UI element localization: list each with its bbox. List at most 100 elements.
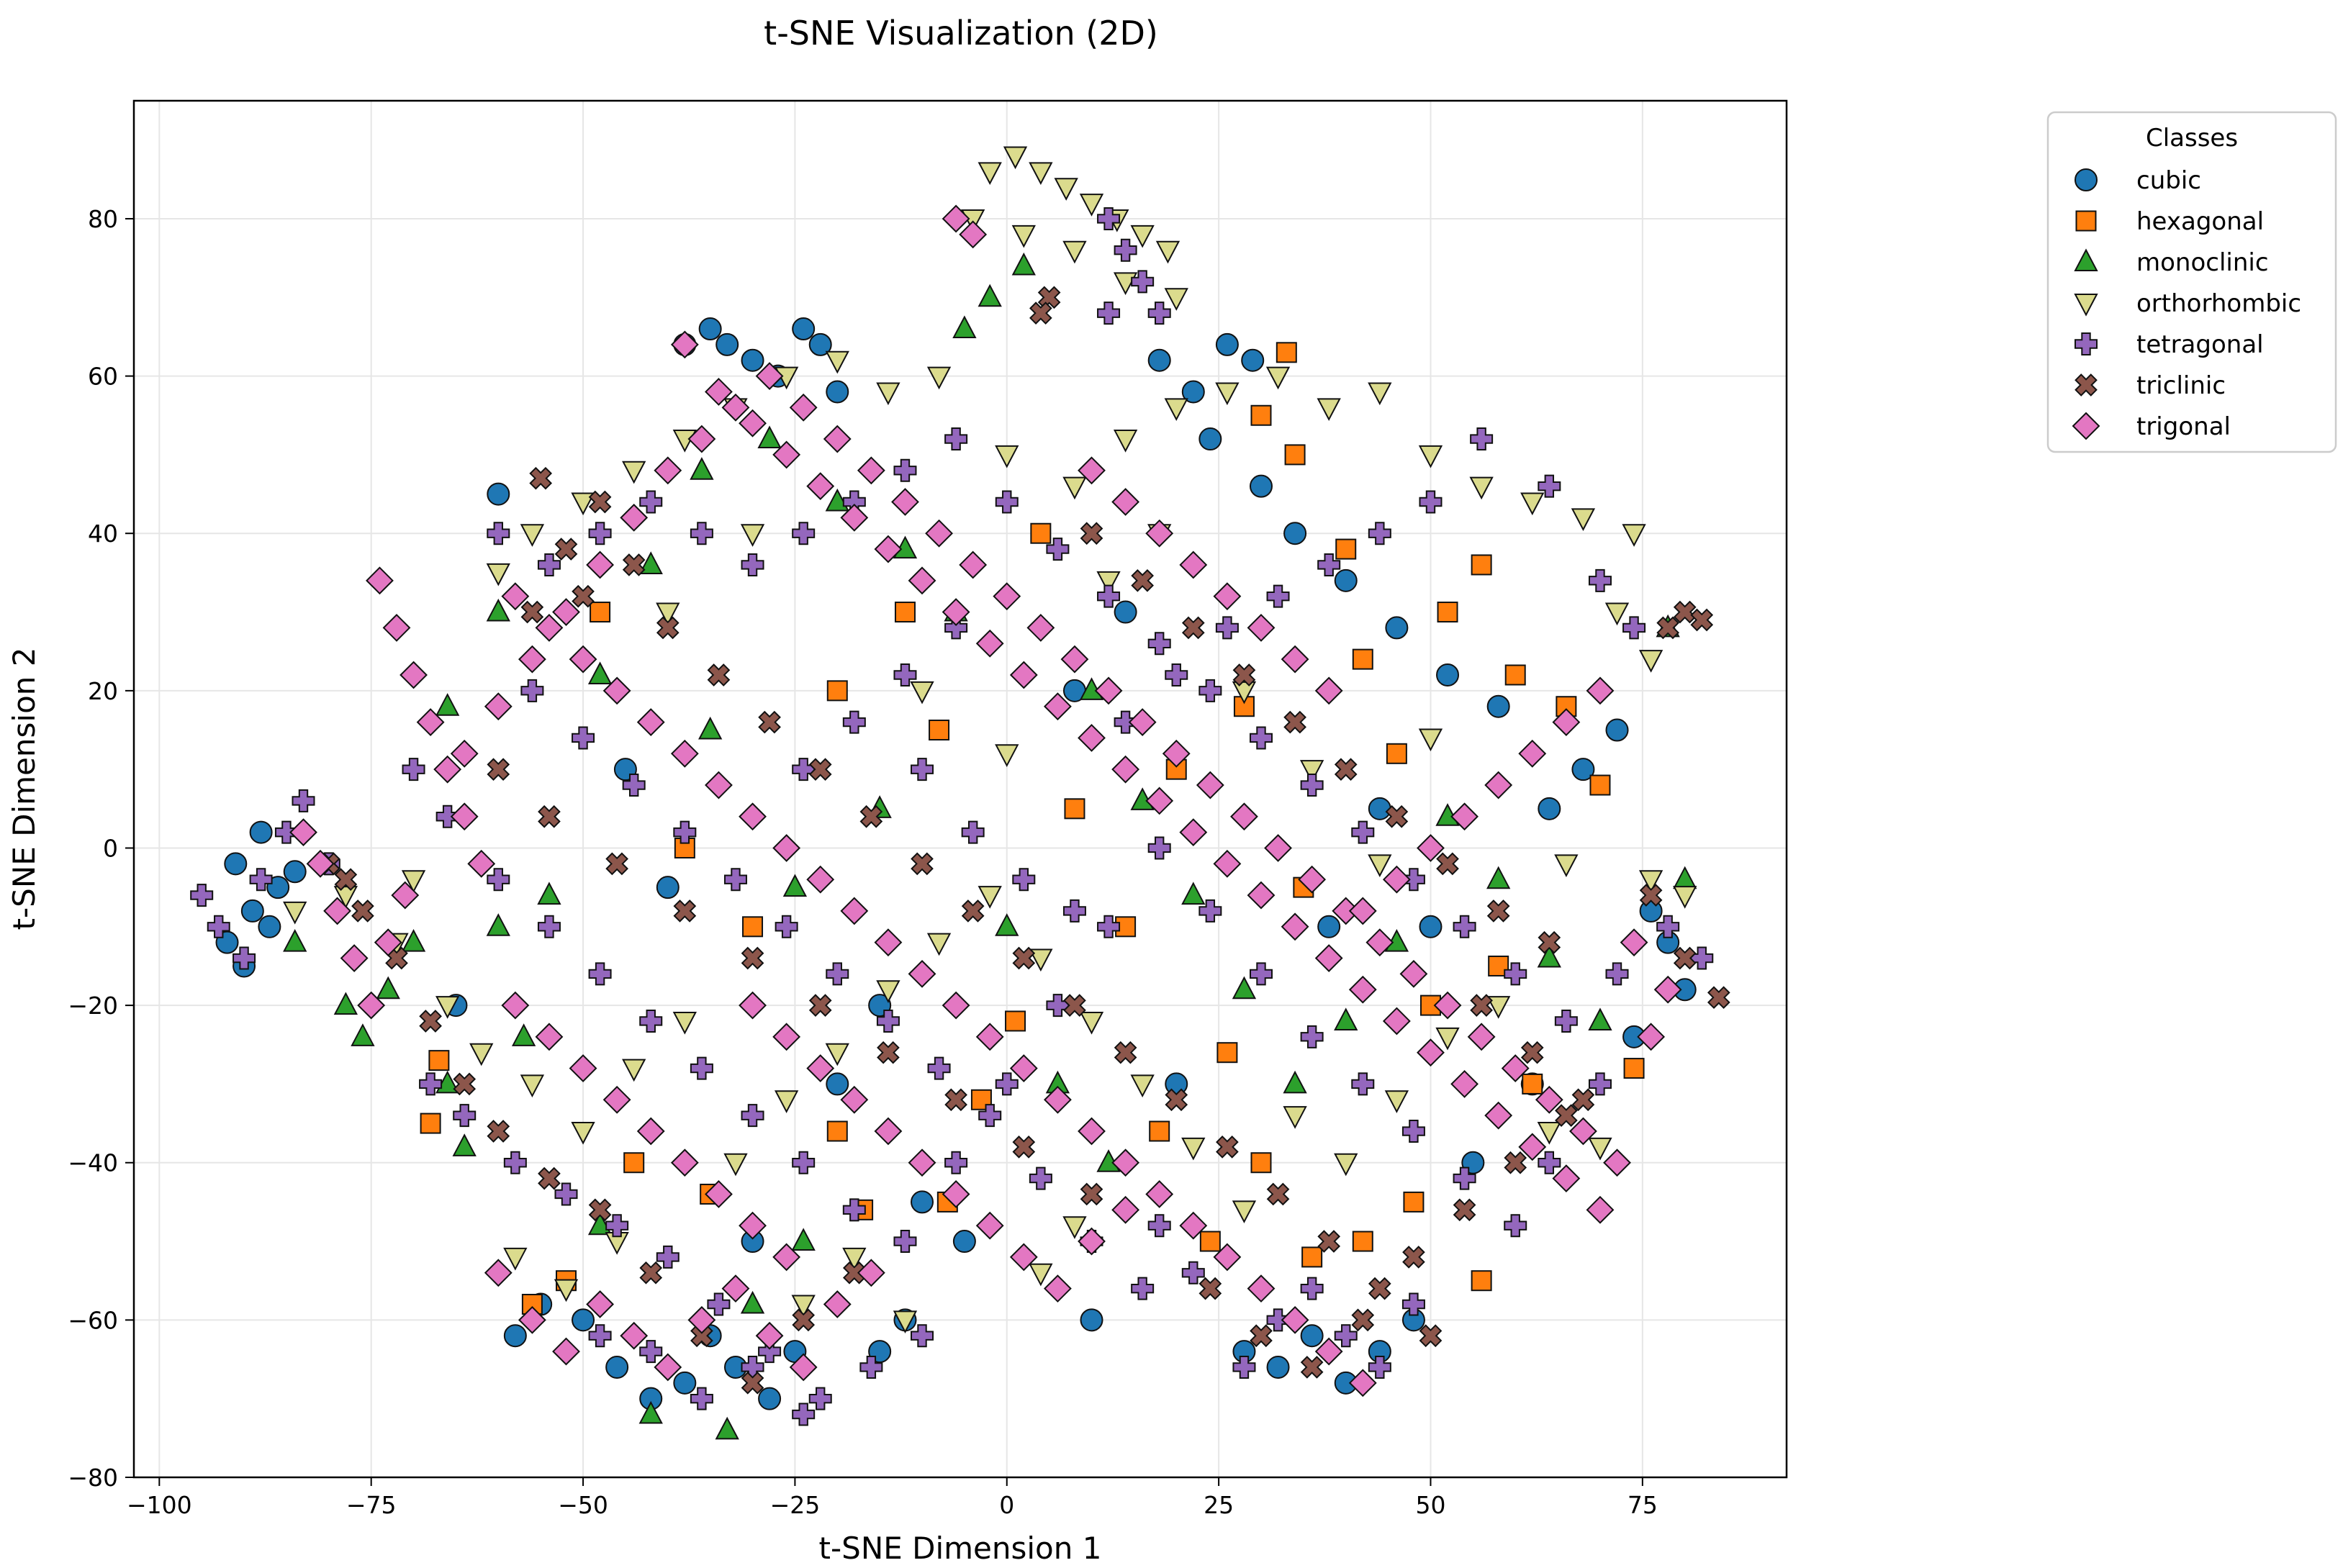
trigonal-point [925,519,953,548]
triclinic-point [1266,1182,1290,1206]
tetragonal-point [1504,1214,1527,1238]
tetragonal-point [1453,915,1476,938]
cubic-point [240,899,264,923]
orthorhombic-point [774,1090,799,1113]
orthorhombic-point [910,681,934,704]
tetragonal-point [741,553,764,576]
trigonal-point [1298,865,1327,894]
trigonal-point [1348,975,1377,1004]
orthorhombic-point [1604,602,1630,626]
trigonal-point [1060,645,1089,674]
cubic-point [1419,915,1443,938]
tetragonal-point [1147,836,1171,860]
legend-marker-cubic [2075,168,2098,191]
trigonal-point [501,991,530,1020]
hexagonal-point [929,720,950,741]
triclinic-point [1080,522,1103,545]
trigonal-point [1450,1070,1479,1098]
tetragonal-point [995,1072,1019,1096]
orthorhombic-point [1062,240,1087,264]
trigonal-point [891,488,919,516]
trigonal-point [306,849,335,878]
tetragonal-point [639,1009,663,1033]
trigonal-point [857,1259,885,1287]
legend-marker-monoclinic [2074,248,2098,271]
trigonal-point [602,1085,631,1114]
trigonal-point [705,1180,733,1208]
triclinic-point [741,1371,764,1395]
legend-title: Classes [2146,124,2238,153]
monoclinic-point [1334,1007,1358,1030]
triclinic-point [1029,302,1052,325]
triclinic-point [1165,1088,1188,1112]
tetragonal-point [1368,522,1391,545]
tetragonal-point [1538,474,1561,498]
monoclinic-point [782,874,808,897]
y-tick-label: −60 [68,1306,118,1334]
trigonal-point [1213,849,1242,878]
trigonal-point [467,849,496,878]
monoclinic-point [1486,866,1511,889]
cubic-point [826,1072,849,1096]
orthorhombic-point [876,980,900,1003]
trigonal-point [518,645,546,674]
trigonal-point [687,425,716,453]
triclinic-point [1436,852,1459,876]
trigonal-point [1281,1305,1309,1334]
trigonal-point [416,708,445,736]
trigonal-point [772,440,801,469]
tetragonal-point [1368,1355,1391,1379]
triclinic-point [808,994,832,1017]
orthorhombic-point [1554,854,1579,877]
hexagonal-point [1504,664,1526,686]
triclinic-point [808,758,832,781]
orthorhombic-point [1638,870,1663,893]
orthorhombic-point [1029,948,1053,972]
orthorhombic-point [1418,445,1443,468]
hexagonal-point [894,602,916,623]
triclinic-point [877,1041,900,1064]
tetragonal-point [233,946,256,970]
orthorhombic-point [1130,225,1155,248]
triclinic-point [1673,946,1697,970]
cubic-point [1385,616,1409,640]
hexagonal-point [1335,538,1357,560]
trigonal-point [1043,1274,1072,1303]
tetragonal-point [1401,1120,1425,1143]
trigonal-point [450,802,479,831]
tetragonal-point [944,427,968,451]
trigonal-point [1213,582,1242,611]
trigonal-point [705,771,733,799]
hexagonal-point [590,602,611,623]
orthorhombic-point [1130,1074,1155,1098]
orthorhombic-point [1368,382,1392,406]
tetragonal-point [911,1324,934,1348]
trigonal-point [975,1023,1004,1051]
tetragonal-point [639,1340,663,1364]
y-axis-label: t-SNE Dimension 2 [6,648,42,930]
cubic-point [758,1387,782,1410]
cubic-point [1486,694,1510,718]
trigonal-point [1264,834,1292,862]
legend-label-cubic: cubic [2136,166,2201,195]
triclinic-point [656,616,680,640]
orthorhombic-point [672,1011,697,1035]
trigonal-point [772,834,801,862]
tetragonal-point [402,758,425,781]
tetragonal-point [588,1324,612,1348]
tetragonal-point [876,1009,900,1033]
trigonal-point [1179,1211,1208,1240]
orthorhombic-point [1622,524,1646,547]
trigonal-point [755,1321,784,1350]
orthorhombic-point [571,1122,595,1145]
orthorhombic-point [1096,571,1121,594]
triclinic-point [961,899,985,923]
tetragonal-point [758,1340,782,1364]
triclinic-point [1690,608,1714,632]
triclinic-point [1012,946,1036,970]
triclinic-point [538,1166,561,1190]
trigonal-point [636,708,665,736]
tetragonal-point [1300,774,1324,797]
tetragonal-point [1046,994,1070,1018]
